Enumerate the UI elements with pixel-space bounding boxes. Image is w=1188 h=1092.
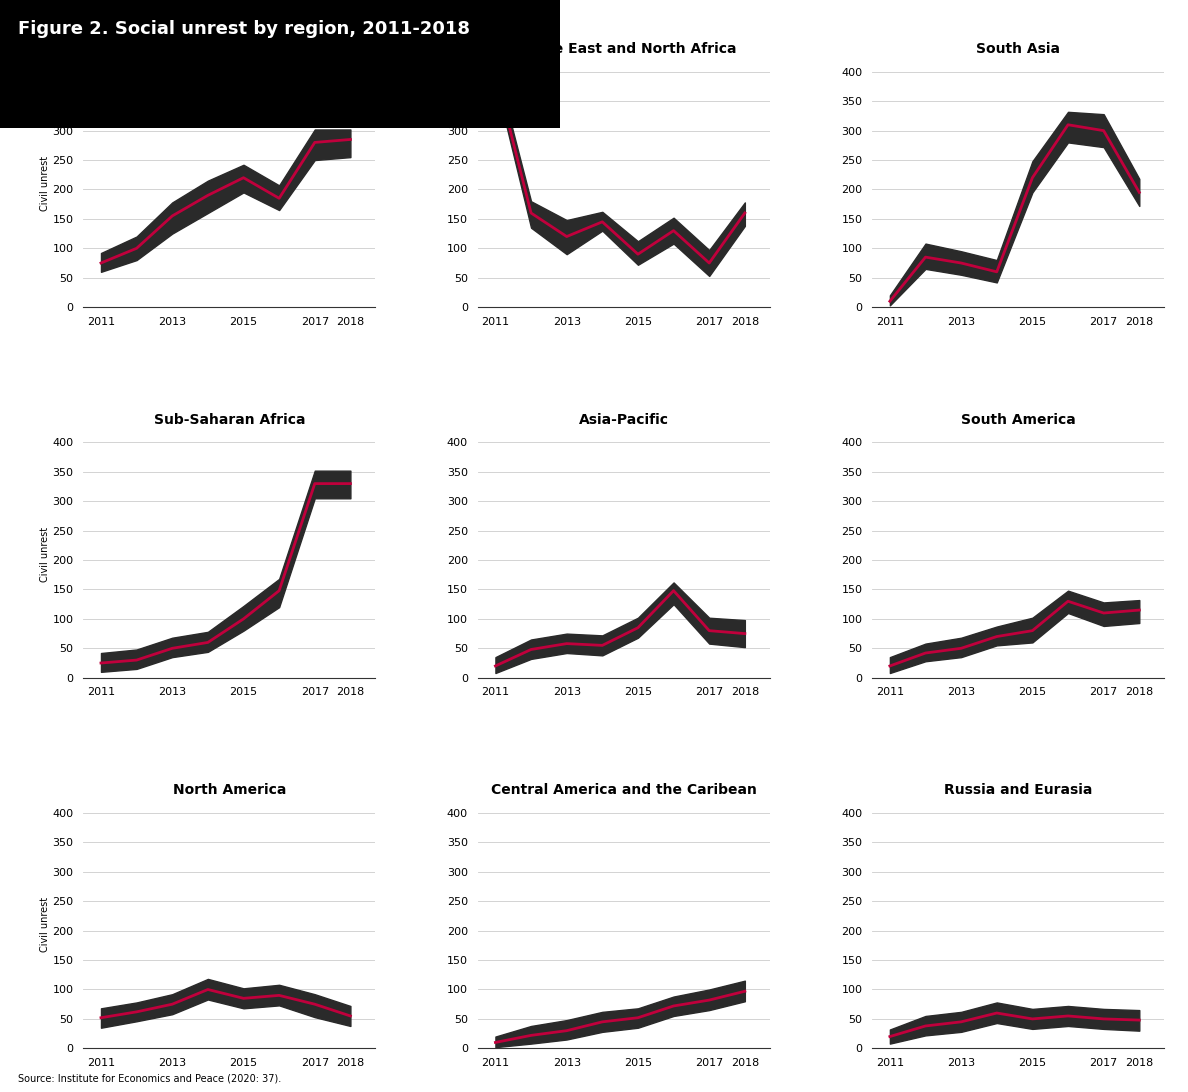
Title: Sub-Saharan Africa: Sub-Saharan Africa xyxy=(153,413,305,427)
Title: South America: South America xyxy=(961,413,1075,427)
Title: Asia-Pacific: Asia-Pacific xyxy=(579,413,669,427)
Title: South Asia: South Asia xyxy=(977,43,1060,56)
Y-axis label: Civil unrest: Civil unrest xyxy=(39,898,50,952)
Title: North America: North America xyxy=(172,783,286,797)
Title: Russia and Eurasia: Russia and Eurasia xyxy=(944,783,1092,797)
Text: Figure 2. Social unrest by region, 2011-2018: Figure 2. Social unrest by region, 2011-… xyxy=(18,20,469,37)
Title: Europe: Europe xyxy=(202,43,257,56)
Text: Source: Institute for Economics and Peace (2020: 37).: Source: Institute for Economics and Peac… xyxy=(18,1073,282,1083)
Title: Middle East and North Africa: Middle East and North Africa xyxy=(511,43,737,56)
Y-axis label: Civil unrest: Civil unrest xyxy=(39,526,50,582)
Title: Central America and the Caribean: Central America and the Caribean xyxy=(491,783,757,797)
Y-axis label: Civil unrest: Civil unrest xyxy=(39,156,50,211)
